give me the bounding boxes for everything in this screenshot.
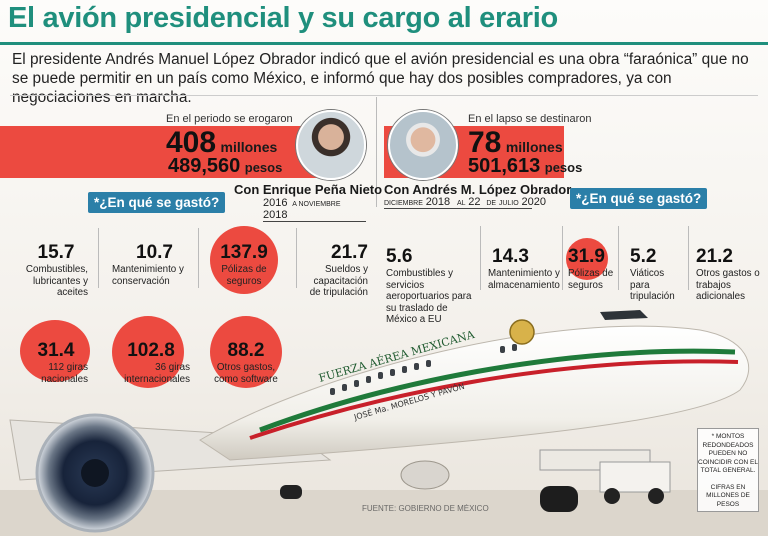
amlo-portrait [388,110,458,180]
stat-label: Viáticos para tripulación [630,268,675,302]
section-divider [10,95,758,96]
stat-circle-highlight [20,320,90,382]
stat-separator [618,226,619,290]
stat-label: Mantenimiento y conservación [112,264,184,287]
presidential-plane-illustration: FUERZA AÉREA MEXICANA JOSÉ Ma. MORELOS Y… [0,310,768,536]
amlo-date-al: AL [456,200,466,207]
stat-label: 36 giras internacionales [124,362,190,385]
amlo-pesos-value: 501,613 [468,155,541,177]
stat-value: 102.8 [127,340,175,361]
epn-amount-millions: 408 millones [166,128,277,158]
epn-amount-band [0,126,330,178]
amlo-date-day: 22 [468,196,481,208]
epn-stat-insurance: 137.9 Pólizas de seguros [212,242,276,287]
stat-label: Sueldos y capacitación de tripulación [309,264,368,298]
stat-label: Pólizas de seguros [221,264,267,287]
stat-separator [296,228,297,288]
stat-label: Combustibles, lubricantes y aceites [25,264,88,298]
footnote-units: CIFRAS EN MILLONES DE PESOS [706,483,750,508]
stat-value: 5.6 [386,246,413,267]
epn-stat-other: 88.2 Otros gastos, como software [206,340,286,385]
epn-stat-salaries: 21.7 Sueldos y capacitación de tripulaci… [302,242,368,299]
epn-pesos-value: 489,560 [168,155,241,177]
amlo-amount-pesos: 501,613 pesos [468,156,582,177]
stat-separator [198,228,199,288]
amlo-date-month2: JULIO [498,200,519,207]
epn-stat-fuel: 15.7 Combustibles, lubricantes y aceites [24,242,88,299]
amlo-millions-value: 78 [468,126,502,159]
title-underline [0,42,768,45]
amlo-amount-millions: 78 millones [468,128,563,158]
epn-stat-national-tours: 31.4 112 giras nacionales [24,340,89,385]
column-divider [376,97,377,207]
amlo-question-badge: *¿En qué se gastó? [570,188,708,209]
epn-date-range: 2016 A NOVIEMBRE 2018 [263,197,366,222]
amlo-date-de: DE [486,200,497,207]
epn-portrait [296,110,366,180]
epn-date-start: 2016 [263,197,288,209]
epn-date-mid: A NOVIEMBRE [292,201,341,208]
epn-date-end: 2018 [263,209,288,221]
epn-amount-pesos: 489,560 pesos [168,156,282,177]
stat-separator [98,228,99,288]
footnote-box: * MONTOS REDONDEADOS PUEDEN NO COINCIDIR… [697,428,759,512]
amlo-date-month1: DICIEMBRE [384,200,423,207]
stat-circle-highlight [210,316,282,388]
epn-name-label: Con Enrique Peña Nieto [234,182,383,197]
intro-paragraph: El presidente Andrés Manuel López Obrado… [12,51,749,106]
stat-value: 137.9 [220,242,268,263]
stat-label: Mantenimiento y almacenamiento [488,268,560,291]
stat-separator [688,226,689,290]
stat-label: 112 giras nacionales [41,362,88,385]
stat-value: 21.2 [696,246,733,267]
amlo-millions-unit: millones [505,139,563,155]
amlo-pesos-unit: pesos [544,160,583,175]
epn-period-label: En el periodo se erogaron [166,113,293,125]
epn-stat-international-tours: 102.8 36 giras internacionales [112,340,190,385]
stat-value: 5.2 [630,246,657,267]
amlo-stat-fuel: 5.6 Combustibles y servicios aeroportuar… [386,246,478,326]
stat-separator [480,226,481,290]
stat-value: 31.9 [568,246,605,267]
stat-circle-highlight [210,226,278,294]
stat-circle-highlight [566,238,608,280]
stat-separator [562,226,563,290]
amlo-stat-maintenance: 14.3 Mantenimiento y almacenamiento [488,246,560,291]
stat-value: 31.4 [37,340,75,361]
stat-label: Combustibles y servicios aeroportuarios … [386,268,472,325]
stat-value: 21.7 [331,242,368,263]
epn-question-badge: *¿En qué se gastó? [88,192,226,213]
stat-label: Otros gastos o trabajos adicionales [696,268,760,302]
amlo-name-label: Con Andrés M. López Obrador [384,182,572,197]
footnote-rounding: * MONTOS REDONDEADOS PUEDEN NO COINCIDIR… [698,433,758,474]
epn-pesos-unit: pesos [244,160,283,175]
stat-value: 14.3 [492,246,529,267]
stat-circle-highlight [112,316,184,388]
stat-value: 15.7 [37,242,75,263]
amlo-date-year2: 2020 [521,196,546,208]
stat-value: 10.7 [136,242,173,263]
stat-label: Pólizas de seguros [568,268,614,291]
epn-stat-maintenance: 10.7 Mantenimiento y conservación [112,242,192,287]
epn-millions-unit: millones [220,139,278,155]
source-credit: FUENTE: GOBIERNO DE MÉXICO [362,504,489,513]
amlo-stat-insurance: 31.9 Pólizas de seguros [568,246,616,291]
stat-label: Otros gastos, como software [214,362,278,385]
amlo-date-range: DICIEMBRE 2018 AL 22 DE JULIO 2020 [384,196,546,209]
amlo-date-year1: 2018 [425,196,451,208]
stat-value: 88.2 [227,340,265,361]
amlo-period-label: En el lapso se destinaron [468,113,592,125]
epn-millions-value: 408 [166,126,217,159]
amlo-stat-other: 21.2 Otros gastos o trabajos adicionales [696,246,762,303]
amlo-stat-per-diem: 5.2 Viáticos para tripulación [630,246,686,303]
page-title: El avión presidencial y su cargo al erar… [8,2,558,34]
